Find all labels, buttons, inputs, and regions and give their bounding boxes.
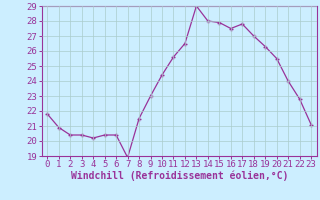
X-axis label: Windchill (Refroidissement éolien,°C): Windchill (Refroidissement éolien,°C) bbox=[70, 171, 288, 181]
